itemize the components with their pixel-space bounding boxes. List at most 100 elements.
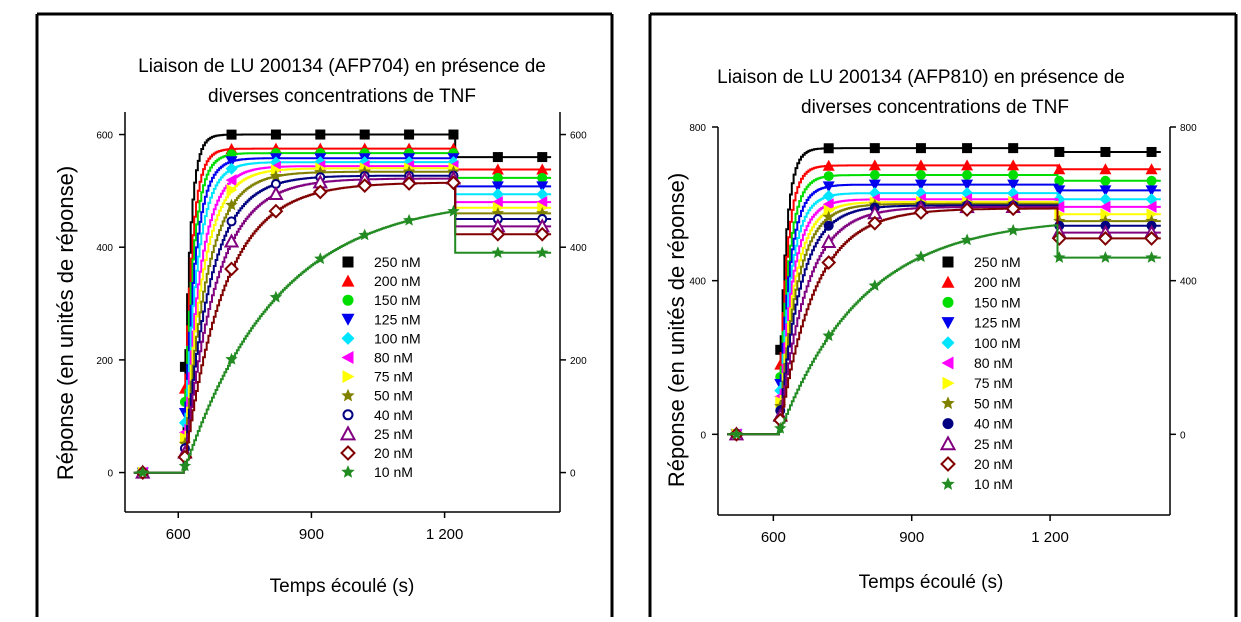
legend-marker [941,275,955,288]
data-point [536,181,549,193]
data-point [961,179,974,191]
data-point [1100,146,1111,157]
data-point [823,220,834,231]
data-point [914,250,928,262]
data-point [1053,163,1066,175]
data-point [869,143,880,154]
right-y-tick-label: 800 [1180,123,1197,134]
legend-label: 75 nM [974,375,1013,391]
data-point [822,329,835,342]
right-y-tick-label: 400 [570,243,587,254]
data-point [225,156,238,168]
legend-label: 250 nM [974,254,1021,270]
legend-label: 20 nM [374,445,413,461]
data-point [225,352,238,365]
y-tick-label: 0 [107,469,113,480]
legend-marker [942,296,954,308]
data-point [868,279,881,291]
legend-marker [339,425,357,441]
legend-label: 150 nM [974,294,1021,310]
data-point [492,172,503,183]
y-tick-label: 0 [700,430,706,441]
series-line-200-nM [133,147,552,474]
data-point [1146,208,1158,221]
data-point [312,184,328,200]
data-point [536,246,549,259]
data-point [534,226,550,242]
data-point [268,203,284,219]
y-tick-label: 200 [96,356,113,367]
data-point [536,163,549,175]
series-line-40-nM [727,204,1161,436]
y-tick-label: 800 [689,123,706,134]
data-point [1007,179,1020,191]
data-point [225,174,237,187]
data-point [962,170,973,181]
data-point [1007,223,1020,236]
data-point [1054,146,1065,157]
legend-marker [341,465,355,478]
data-point [730,427,743,440]
data-point [537,152,548,163]
legend-label: 10 nM [974,476,1013,492]
legend-label: 200 nM [974,274,1021,290]
data-point [914,159,927,171]
data-point [315,129,326,140]
x-tick-label: 900 [899,529,924,546]
right-y-tick-label: 600 [570,131,587,142]
data-point [1146,175,1157,186]
data-point [822,198,834,211]
data-point [1099,163,1112,175]
x-tick-label: 900 [299,526,324,543]
data-point [448,129,459,140]
series-line-125-nM [727,183,1161,436]
chart-1-y-axis-label: Réponse (en unités de réponse) [53,166,78,480]
data-point [1053,185,1066,197]
y-tick-label: 400 [689,277,706,288]
series-line-20-nM [727,207,1161,436]
legend-marker [940,456,956,472]
chart-1-title-line-2: diverses concentrations de TNF [208,86,476,107]
data-point [226,184,238,197]
data-point [537,172,548,183]
data-point [821,233,837,248]
legend-marker [340,445,356,461]
legend-label: 10 nM [374,464,413,480]
data-point [492,152,503,163]
legend-marker [342,294,354,306]
data-point [269,169,283,182]
legend-label: 80 nM [974,355,1013,371]
data-point [404,129,415,140]
data-point [1005,201,1021,217]
series-line-75-nM [727,200,1161,436]
legend-label: 125 nM [374,311,421,327]
data-point [1145,185,1158,197]
x-tick-label: 600 [761,529,786,546]
data-point [1099,185,1112,197]
data-point [491,163,504,175]
data-point [868,179,881,191]
data-point [225,162,238,175]
right-y-tick-label: 200 [570,356,587,367]
data-point [1008,170,1019,181]
data-point [1099,251,1112,263]
data-point [492,201,504,214]
chart-2-x-axis-label: Temps écoulé (s) [859,572,1004,593]
data-point [914,179,927,191]
data-point [402,213,416,226]
chart-1-axes: 600 900 1 200 0 0 200 200 400 400 600 600 [96,112,587,543]
data-point [961,159,974,171]
legend-label: 125 nM [974,315,1021,331]
series-line-100-nM [727,192,1161,436]
data-point [959,202,975,217]
data-point [223,233,240,248]
legend-marker [941,477,955,490]
data-point [1100,208,1112,221]
legend-label: 25 nM [974,436,1013,452]
x-tick-label: 600 [166,526,191,543]
legend-label: 25 nM [374,426,413,442]
legend-marker [942,256,954,268]
chart-2-y-axis-label: Réponse (en unités de réponse) [664,173,689,487]
legend-marker [342,256,354,268]
